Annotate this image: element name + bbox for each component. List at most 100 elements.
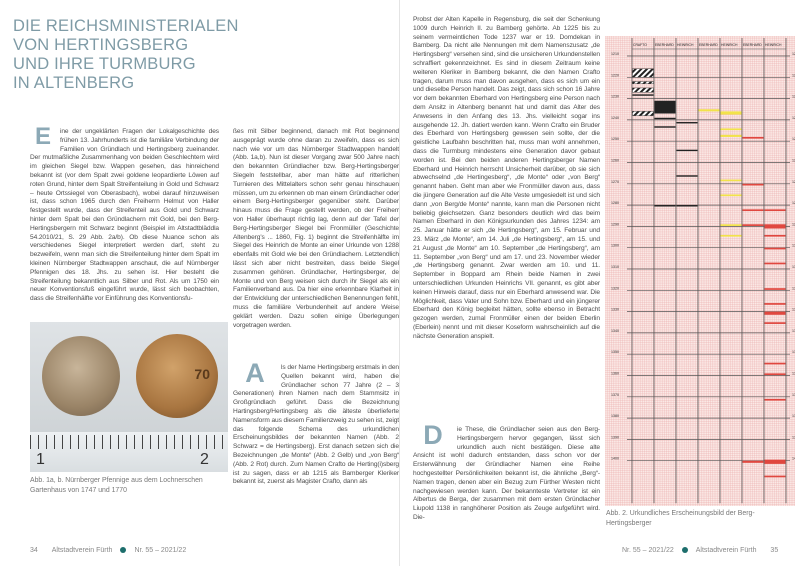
leaf-icon: [681, 547, 688, 553]
chart-mark-black: [654, 126, 676, 128]
y-tick-label: 1370: [792, 393, 795, 397]
leaf-icon: [120, 547, 127, 553]
y-tick-label: 1250: [792, 137, 795, 141]
chart-mark-red: [764, 303, 786, 305]
right-page: Probst der Alten Kapelle in Regensburg, …: [400, 0, 800, 566]
y-tick-label: 1380: [792, 414, 795, 418]
ruler-ticks: [30, 435, 228, 449]
y-tick-label: 1340: [611, 329, 619, 333]
title-line: VON HERTINGSBERG: [13, 36, 189, 54]
chart-mark-hatched: [632, 87, 654, 93]
page-number: 35: [770, 547, 779, 554]
column-header: HEINRICH: [721, 43, 738, 47]
chart-mark-yellow: [720, 224, 742, 226]
y-tick-label: 1240: [792, 116, 795, 120]
y-tick-label: 1220: [792, 73, 795, 77]
chart-mark-red: [742, 183, 764, 186]
issue-number: Nr. 55 – 2021/22: [134, 547, 187, 554]
chart-mark-red: [742, 136, 764, 139]
body-text: ls der Name Hertingsberg erstmals in den…: [233, 364, 400, 486]
y-tick-label: 1380: [611, 414, 619, 418]
y-tick-label: 1360: [792, 372, 795, 376]
y-tick-label: 1320: [611, 286, 619, 290]
chart-mark-hatched: [632, 111, 654, 116]
chart-mark-red: [764, 398, 786, 401]
coin-1770: 70: [136, 334, 218, 418]
column-header: HEINRICH: [765, 43, 782, 47]
y-tick-label: 1340: [792, 329, 795, 333]
chart-mark-red: [764, 362, 786, 365]
title-line: IN ALTENBERG: [13, 74, 135, 92]
y-tick-label: 1210: [611, 52, 619, 56]
chart-mark-red: [742, 224, 764, 226]
y-tick-label: 1260: [611, 159, 619, 163]
y-tick-label: 1300: [792, 244, 795, 248]
coins-photo: 70 1 2: [30, 322, 228, 472]
page-footer: 34 Altstadtverein Fürth Nr. 55 – 2021/22: [30, 546, 186, 555]
column-header: EBERHARD: [655, 43, 674, 47]
chart-mark-red: [764, 234, 786, 237]
ruler-label: 2: [200, 451, 209, 468]
title-line: DIE REICHSMINISTERIALEN: [13, 17, 239, 35]
coin-1747: [42, 336, 120, 416]
y-tick-label: 1260: [792, 159, 795, 163]
chart-mark-red: [764, 322, 786, 324]
chart-mark-red: [764, 373, 786, 376]
y-tick-label: 1310: [611, 265, 619, 269]
chart-mark-red: [764, 288, 786, 290]
timeline-chart: CRAFTO EBERHARD HEINRICH EBERHARD HEINRICH EB…: [605, 36, 795, 506]
chart-mark-yellow: [720, 194, 742, 197]
body-text: ie These, die Gründlacher seien aus den …: [413, 426, 600, 521]
body-text: Probst der Alten Kapelle in Regensburg, …: [413, 16, 600, 340]
chart-mark-red: [764, 247, 786, 250]
publisher: Altstadtverein Fürth: [695, 547, 757, 554]
chart-mark-yellow: [720, 111, 742, 115]
chart-mark-black: [676, 175, 698, 177]
title-line: UND IHRE TURMBURG: [13, 55, 196, 73]
chart-mark-red: [764, 224, 786, 229]
y-tick-label: 1210: [792, 52, 795, 56]
chart-mark-yellow: [720, 234, 742, 237]
y-tick-label: 1280: [792, 201, 795, 205]
y-tick-label: 1330: [611, 308, 619, 312]
y-tick-label: 1400: [611, 457, 619, 461]
y-tick-label: 1290: [611, 222, 619, 226]
y-tick-label: 1280: [611, 201, 619, 205]
body-text: ßes mit Silber beginnend, danach mit Rot…: [233, 128, 399, 329]
y-tick-label: 1230: [792, 95, 795, 99]
drop-cap: E: [35, 123, 51, 150]
y-tick-label: 1320: [792, 286, 795, 290]
coin-year: 70: [194, 366, 210, 382]
y-tick-label: 1220: [611, 73, 619, 77]
y-tick-label: 1290: [792, 222, 795, 226]
left-column-2-stack: ßes mit Silber beginnend, danach mit Rot…: [233, 128, 399, 487]
chart-mark-black: [632, 94, 654, 96]
chart-mark-black: [676, 122, 698, 124]
chart-mark-black: [676, 205, 698, 207]
article-title: DIE REICHSMINISTERIALEN VON HERTINGSBERG…: [13, 17, 313, 93]
ruler-label: 1: [36, 451, 45, 468]
left-column-2: ßes mit Silber beginnend, danach mit Rot…: [233, 128, 399, 360]
y-tick-label: 1230: [611, 95, 619, 99]
right-column-stack: Probst der Alten Kapelle in Regensburg, …: [413, 16, 600, 523]
y-tick-label: 1350: [611, 350, 619, 354]
chart-mark-hatched: [632, 68, 654, 78]
chart-mark-yellow: [720, 128, 742, 131]
y-tick-label: 1250: [611, 137, 619, 141]
y-tick-label: 1360: [611, 372, 619, 376]
column-header: HEINRICH: [677, 43, 694, 47]
figure-caption: Abb. 2. Urkundliches Erscheinungsbild de…: [606, 510, 755, 527]
column-header: CRAFTO: [633, 43, 647, 47]
right-column-1: Probst der Alten Kapelle in Regensburg, …: [413, 16, 600, 422]
chart-mark-red: [764, 311, 786, 315]
figure-caption: Abb. 1a, b. Nürnberger Pfennige aus dem …: [30, 477, 203, 494]
chart-mark-black: [654, 205, 676, 207]
body-text: ine der ungeklärten Fragen der Lokalgesc…: [30, 128, 219, 303]
chart-mark-yellow: [720, 179, 742, 182]
column-header: EBERHARD: [699, 43, 718, 47]
page-footer: Nr. 55 – 2021/22 Altstadtverein Fürth 35: [622, 546, 778, 555]
